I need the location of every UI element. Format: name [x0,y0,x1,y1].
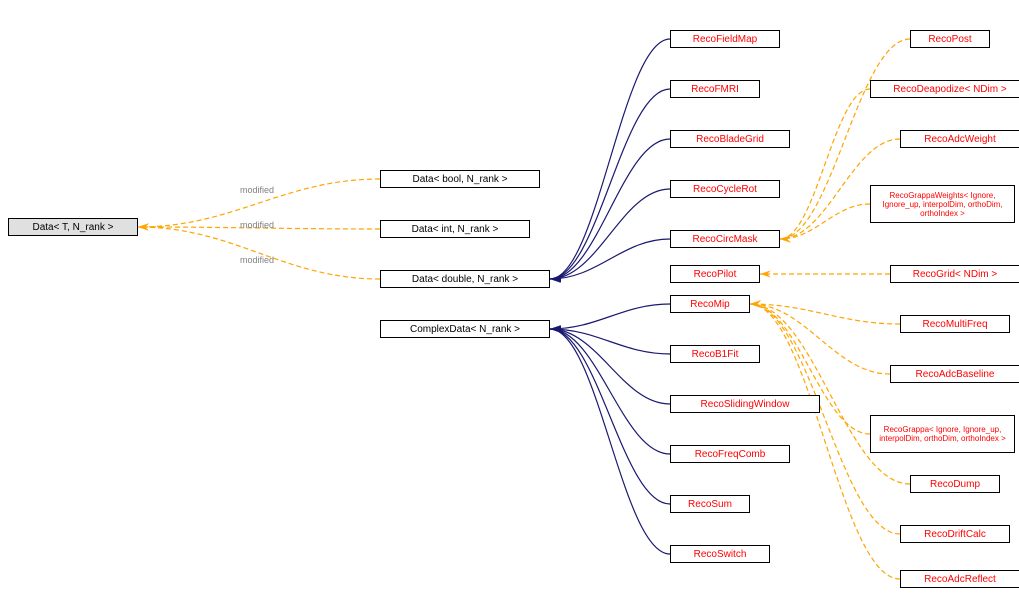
graph-node[interactable]: RecoAdcWeight [900,130,1019,148]
graph-edge [138,227,380,279]
node-label: RecoMultiFreq [922,319,987,330]
graph-edge [750,304,870,434]
graph-node[interactable]: RecoAdcReflect [900,570,1019,588]
graph-edge [750,304,900,324]
node-label: RecoB1Fit [692,349,739,360]
graph-node[interactable]: Data< double, N_rank > [380,270,550,288]
graph-edge [780,89,870,239]
graph-edge [550,189,670,279]
graph-edge [750,304,890,374]
graph-node[interactable]: RecoGrappa< Ignore, Ignore_up, interpolD… [870,415,1015,453]
node-label: RecoSum [688,499,732,510]
graph-node[interactable]: RecoDump [910,475,1000,493]
graph-node[interactable]: RecoSwitch [670,545,770,563]
node-label: Data< bool, N_rank > [412,174,507,185]
graph-edge [550,304,670,329]
node-label: ComplexData< N_rank > [410,324,520,335]
node-label: Data< int, N_rank > [412,224,499,235]
node-label: RecoDriftCalc [924,529,986,540]
node-label: Data< T, N_rank > [33,222,114,233]
graph-node[interactable]: RecoPilot [670,265,760,283]
graph-node[interactable]: RecoB1Fit [670,345,760,363]
graph-node[interactable]: RecoSum [670,495,750,513]
graph-edge [550,239,670,279]
node-label: RecoCircMask [692,234,757,245]
edge-layer [0,0,1019,604]
graph-node[interactable]: Data< bool, N_rank > [380,170,540,188]
node-label: RecoAdcWeight [924,134,996,145]
graph-edge [550,329,670,454]
graph-node[interactable]: RecoCycleRot [670,180,780,198]
graph-edge [550,89,670,279]
graph-node[interactable]: RecoDeapodize< NDim > [870,80,1019,98]
graph-node[interactable]: RecoFMRI [670,80,760,98]
node-label: RecoGrid< NDim > [913,269,997,280]
node-label: RecoAdcBaseline [916,369,995,380]
graph-node[interactable]: RecoMip [670,295,750,313]
graph-node[interactable]: RecoGrappaWeights< Ignore, Ignore_up, in… [870,185,1015,223]
edge-label: modified [240,220,274,230]
node-label: Data< double, N_rank > [412,274,518,285]
node-label: RecoSwitch [694,549,747,560]
graph-node[interactable]: RecoSlidingWindow [670,395,820,413]
node-label: RecoSlidingWindow [701,399,790,410]
node-label: RecoCycleRot [693,184,757,195]
edge-label: modified [240,255,274,265]
node-label: RecoMip [690,299,729,310]
graph-node[interactable]: RecoAdcBaseline [890,365,1019,383]
graph-node[interactable]: RecoFreqComb [670,445,790,463]
node-label: RecoFieldMap [693,34,757,45]
graph-node[interactable]: ComplexData< N_rank > [380,320,550,338]
graph-node[interactable]: Data< T, N_rank > [8,218,138,236]
node-label: RecoDeapodize< NDim > [893,84,1006,95]
graph-node[interactable]: RecoCircMask [670,230,780,248]
node-label: RecoPilot [694,269,737,280]
graph-node[interactable]: RecoMultiFreq [900,315,1010,333]
node-label: RecoPost [928,34,971,45]
graph-node[interactable]: RecoPost [910,30,990,48]
graph-edge [550,329,670,554]
node-label: RecoGrappaWeights< Ignore, Ignore_up, in… [875,191,1010,218]
node-label: RecoBladeGrid [696,134,764,145]
graph-edge [550,39,670,279]
graph-node[interactable]: RecoFieldMap [670,30,780,48]
graph-node[interactable]: RecoGrid< NDim > [890,265,1019,283]
node-label: RecoFreqComb [695,449,766,460]
node-label: RecoAdcReflect [924,574,996,585]
node-label: RecoGrappa< Ignore, Ignore_up, interpolD… [875,425,1010,443]
node-label: RecoDump [930,479,980,490]
edge-label: modified [240,185,274,195]
graph-edge [550,329,670,504]
node-label: RecoFMRI [691,84,739,95]
graph-node[interactable]: Data< int, N_rank > [380,220,530,238]
graph-node[interactable]: RecoBladeGrid [670,130,790,148]
graph-node[interactable]: RecoDriftCalc [900,525,1010,543]
